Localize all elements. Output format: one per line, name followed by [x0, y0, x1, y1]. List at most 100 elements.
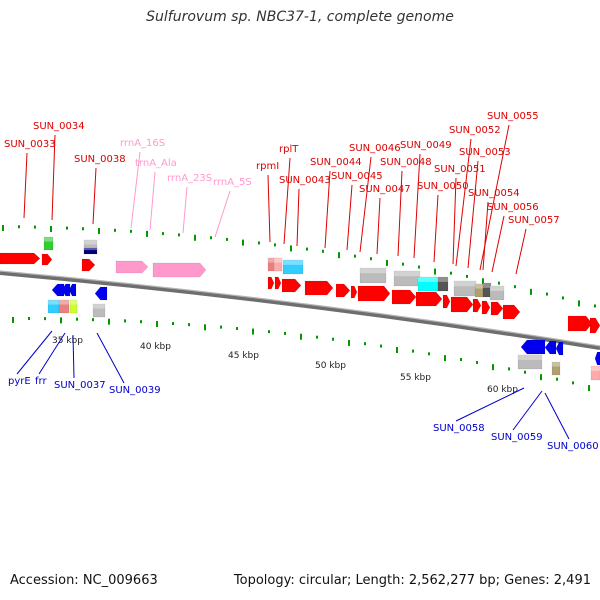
leader-line [92, 167, 97, 225]
gc-mark [370, 257, 372, 261]
leader-line [376, 197, 381, 255]
leader-line [182, 186, 188, 234]
feature-shine [84, 240, 97, 245]
gene-label: SUN_0033 [4, 139, 56, 150]
feature-shine [268, 258, 278, 263]
gene-arrow [304, 280, 334, 296]
leader-line [16, 330, 53, 375]
gc-mark [162, 232, 164, 236]
gene-box [590, 365, 600, 381]
gc-mark [482, 278, 484, 285]
gc-mark [444, 355, 446, 362]
gene-box [417, 276, 439, 292]
gene-label: SUN_0053 [459, 147, 511, 158]
gc-mark [364, 342, 366, 346]
gc-mark [130, 229, 132, 233]
feature-body [437, 276, 449, 292]
feature-body [489, 285, 505, 301]
feature-body [517, 354, 543, 370]
gc-mark [236, 327, 238, 331]
gc-mark [290, 245, 292, 252]
feature-body [94, 286, 108, 301]
gc-mark [220, 325, 222, 329]
scale-tick-label: 45 kbp [228, 351, 259, 361]
gc-mark [204, 324, 206, 331]
gc-mark [396, 347, 398, 354]
feature-body [359, 267, 387, 284]
gene-box [437, 276, 449, 292]
feature-shine [360, 268, 386, 274]
gc-mark [226, 237, 228, 241]
gene-label: SUN_0039 [109, 385, 161, 396]
feature-body [391, 289, 417, 305]
gc-mark [252, 328, 254, 335]
feature-body [481, 300, 491, 315]
gc-mark [588, 385, 590, 392]
gc-mark [82, 227, 84, 231]
scale-tick-label: 60 kbp [487, 385, 518, 395]
gc-mark [556, 377, 558, 381]
gc-mark [258, 241, 260, 245]
gc-mark [242, 239, 244, 246]
gc-mark [466, 274, 468, 278]
gc-mark [2, 225, 4, 232]
scale-tick-label: 50 kbp [315, 361, 346, 371]
gc-mark [428, 352, 430, 356]
gc-mark [562, 296, 564, 300]
gc-mark [76, 317, 78, 321]
leader-line [324, 170, 331, 249]
feature-body [594, 351, 600, 366]
feature-shine [483, 283, 491, 288]
gene-arrow [490, 301, 504, 316]
gc-mark [460, 358, 462, 362]
gene-box [453, 280, 477, 297]
leader-line [149, 171, 156, 231]
leader-line [512, 390, 543, 431]
gene-box [47, 299, 60, 314]
gene-box [58, 299, 70, 314]
leader-line [96, 332, 125, 384]
feature-body [61, 283, 71, 297]
gene-label: SUN_0049 [400, 140, 452, 151]
leader-line [452, 177, 457, 265]
feature-shine [490, 286, 504, 291]
gc-mark [28, 316, 30, 320]
leader-line [359, 156, 372, 253]
feature-body [41, 253, 53, 266]
feature-body [43, 236, 54, 251]
feature-body [551, 361, 561, 376]
feature-shine [283, 260, 303, 265]
gene-arrow [41, 253, 53, 266]
gene-box [92, 303, 106, 318]
leader-line [479, 124, 510, 271]
genome-backbone [0, 271, 600, 350]
gc-mark [578, 300, 580, 307]
gc-mark [508, 367, 510, 371]
feature-shine [48, 300, 59, 305]
feature-track [0, 236, 600, 381]
gene-arrow [350, 285, 358, 299]
gc-mark [524, 370, 526, 374]
gene-box [43, 236, 54, 251]
feature-shine [84, 248, 97, 251]
feature-body [442, 294, 451, 309]
feature-body [567, 315, 593, 332]
gc-mark [476, 361, 478, 365]
gene-label: rrnA_23S [167, 173, 212, 184]
feature-body [502, 304, 521, 320]
gc-mark [572, 381, 574, 385]
feature-body [274, 276, 282, 290]
gene-label: SUN_0058 [433, 423, 485, 434]
gene-box [489, 285, 505, 301]
leader-line [267, 174, 271, 243]
map-title: Sulfurovum sp. NBC37-1, complete genome [146, 9, 454, 25]
feature-shine [454, 281, 476, 287]
gc-mark [50, 226, 52, 233]
gene-label: trnA_Ala [135, 158, 177, 169]
gc-mark [546, 292, 548, 296]
gene-arrow [274, 276, 282, 290]
feature-body [115, 260, 149, 274]
gene-label: SUN_0045 [331, 171, 383, 182]
feature-body [0, 252, 41, 265]
gene-label: SUN_0046 [349, 143, 401, 154]
